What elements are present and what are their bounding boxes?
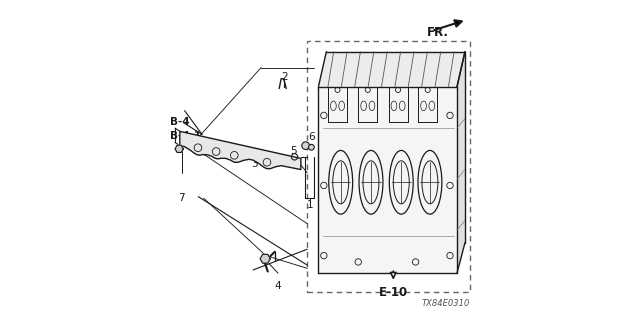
Text: 7: 7	[178, 193, 185, 203]
Polygon shape	[319, 52, 465, 87]
Text: 2: 2	[281, 72, 287, 82]
Text: 3: 3	[252, 159, 258, 169]
Text: FR.: FR.	[427, 26, 449, 39]
Polygon shape	[175, 145, 183, 152]
Text: TX84E0310: TX84E0310	[421, 299, 470, 308]
Circle shape	[302, 142, 310, 149]
Text: 6: 6	[308, 132, 314, 142]
Text: B-4-1: B-4-1	[170, 131, 201, 141]
Circle shape	[308, 144, 314, 150]
Polygon shape	[180, 131, 301, 170]
Polygon shape	[457, 52, 465, 273]
Text: E-10: E-10	[379, 286, 408, 299]
Text: 1: 1	[307, 200, 313, 210]
Polygon shape	[319, 87, 457, 273]
Text: 4: 4	[275, 282, 281, 292]
Text: B-4: B-4	[170, 117, 189, 127]
Text: 5: 5	[291, 146, 297, 156]
Polygon shape	[260, 254, 270, 263]
Bar	[307, 41, 470, 292]
